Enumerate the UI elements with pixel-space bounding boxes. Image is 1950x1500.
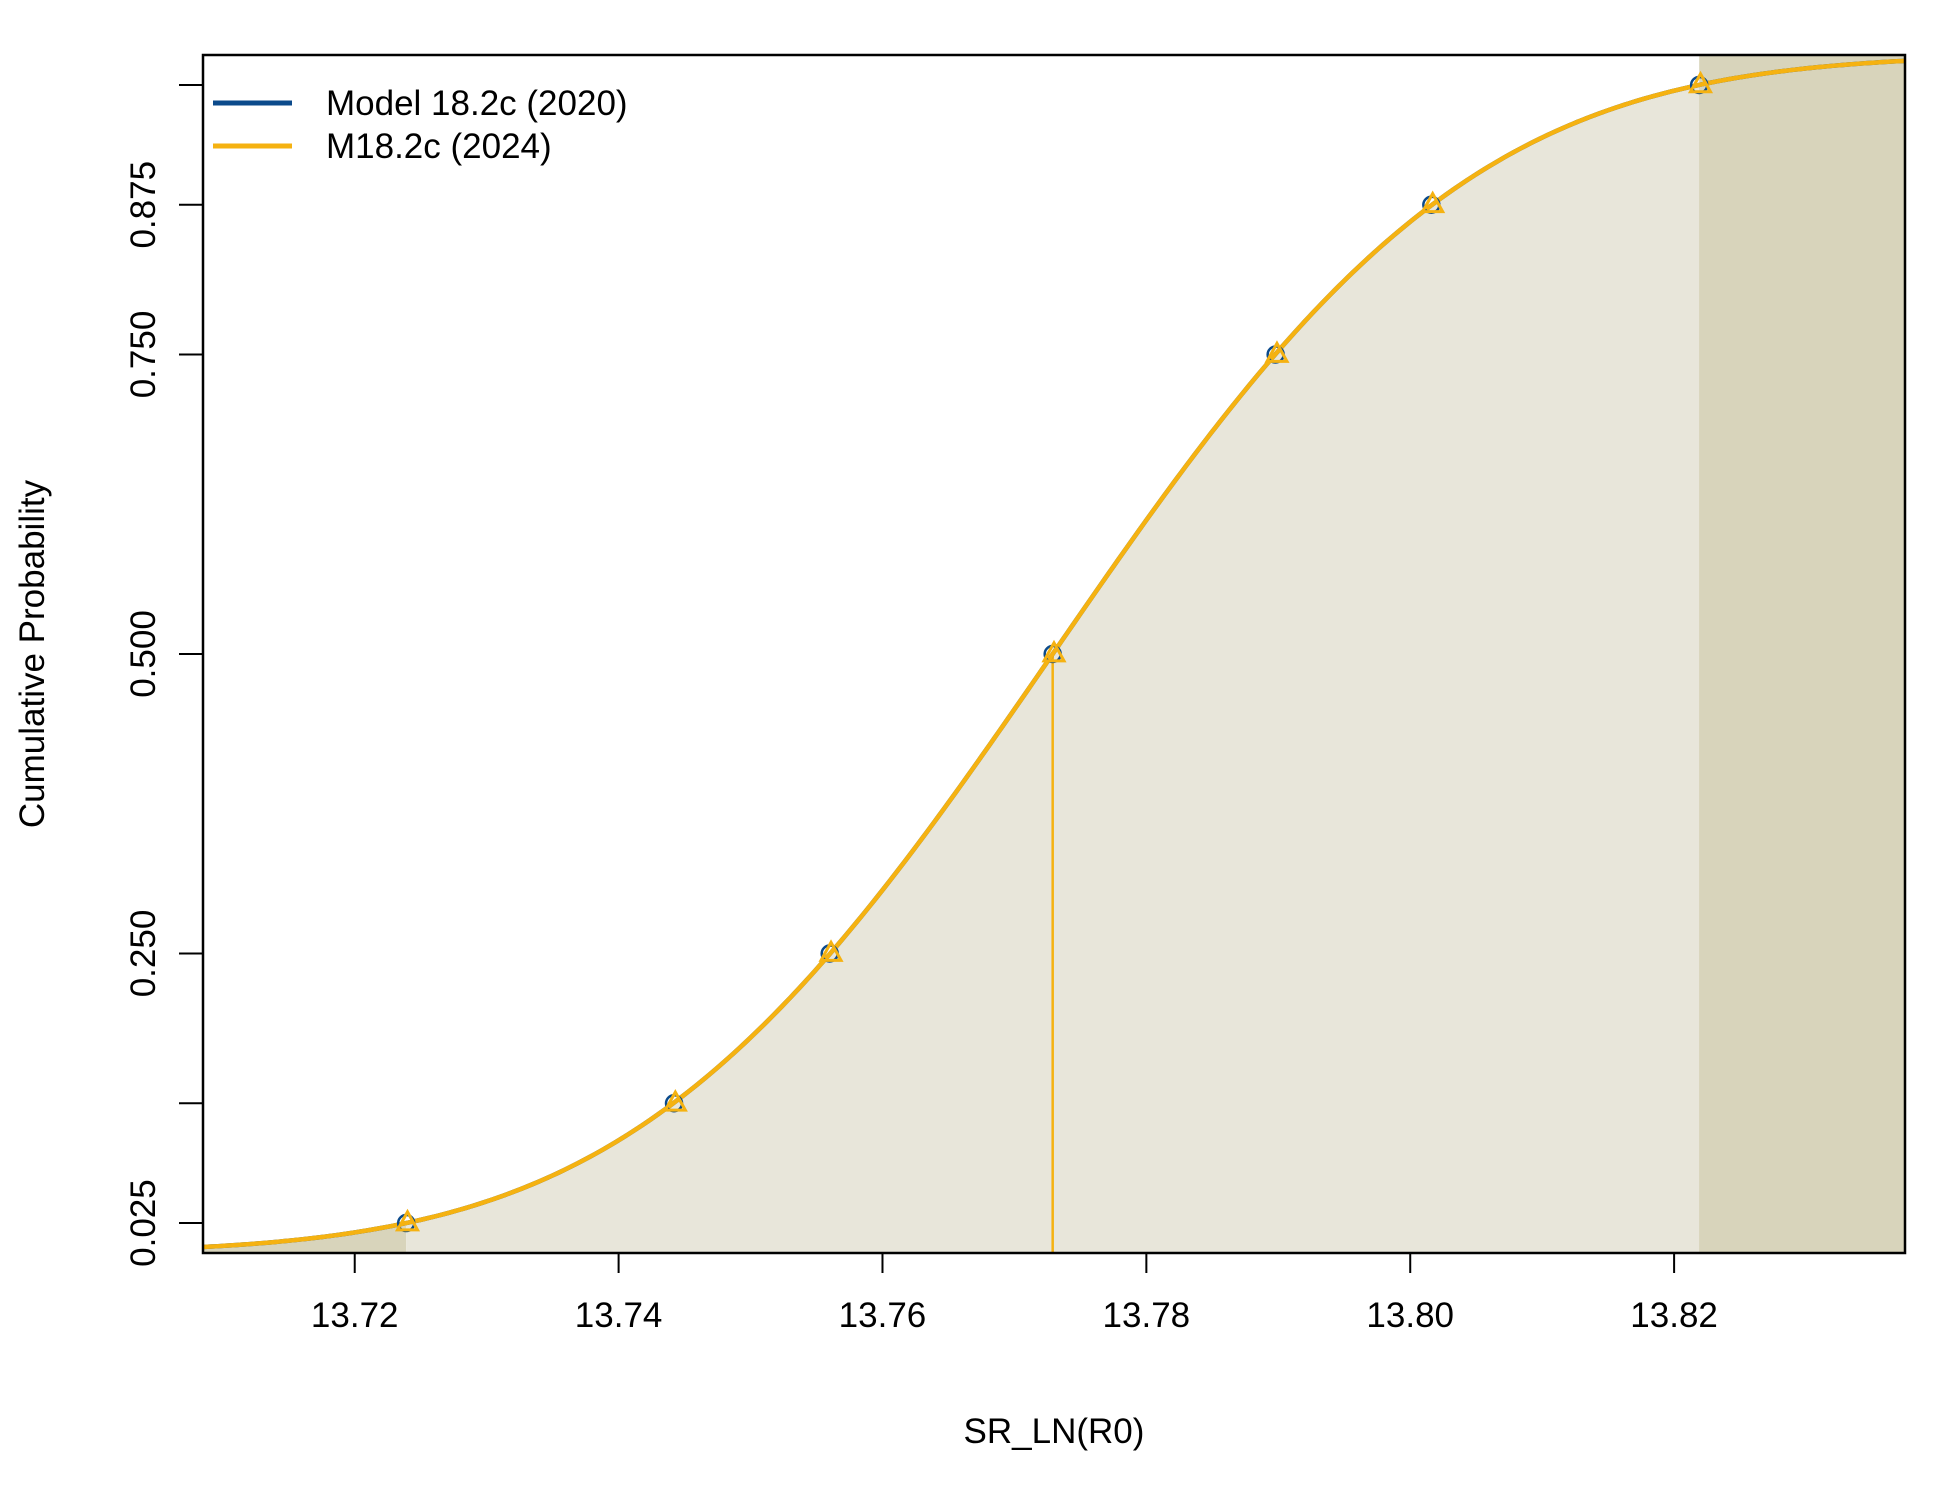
y-tick-label-2: 0.250 <box>124 910 163 998</box>
y-axis-title: Cumulative Probability <box>13 479 52 828</box>
x-tick-label-1: 13.74 <box>575 1296 663 1335</box>
x-tick-label-5: 13.82 <box>1630 1296 1718 1335</box>
y-tick-label-3: 0.500 <box>124 610 163 698</box>
legend: Model 18.2c (2020) M18.2c (2024) <box>213 84 628 166</box>
marker-m18-2024-4 <box>1264 340 1290 363</box>
upper-tail-block <box>1699 55 1905 1253</box>
y-tick-label-0: 0.025 <box>124 1179 163 1267</box>
y-tick-label-5: 0.875 <box>124 161 163 249</box>
marker-m18-2024-2 <box>818 939 844 962</box>
x-axis-title: SR_LN(R0) <box>964 1412 1145 1451</box>
y-axis: 0.025 0.250 0.500 0.750 0.875 <box>124 83 204 1267</box>
marker-m18-2024-1 <box>662 1089 688 1112</box>
marker-m18-2024-0 <box>394 1208 421 1232</box>
marker-m18-2024-5 <box>1420 190 1446 214</box>
legend-label-m18-2024: M18.2c (2024) <box>326 127 552 166</box>
x-tick-label-4: 13.80 <box>1366 1296 1454 1335</box>
series-line-m18-2024 <box>202 58 1906 1250</box>
legend-label-model-2020: Model 18.2c (2020) <box>326 84 628 123</box>
x-tick-label-2: 13.76 <box>839 1296 927 1335</box>
cdf-curves <box>202 58 1906 1250</box>
x-tick-label-0: 13.72 <box>311 1296 399 1335</box>
x-axis: 13.72 13.74 13.76 13.78 13.80 13.82 <box>311 1252 1718 1335</box>
marker-m18-2024-6 <box>1687 70 1714 94</box>
y-tick-label-4: 0.750 <box>124 311 163 399</box>
marker-m18-2024-3 <box>1041 639 1067 663</box>
x-tick-label-3: 13.78 <box>1103 1296 1191 1335</box>
quantile-markers <box>394 70 1714 1233</box>
